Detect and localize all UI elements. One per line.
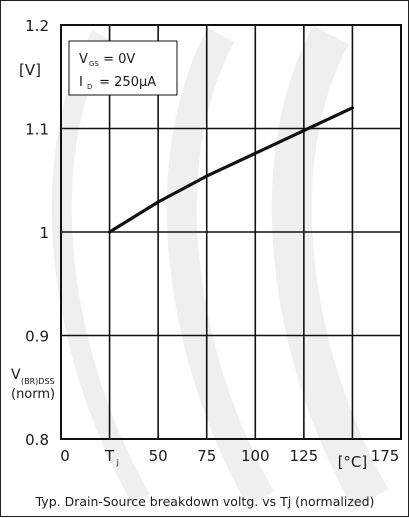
series-point bbox=[254, 152, 257, 155]
y-tick-label: 1.2 bbox=[25, 17, 49, 35]
x-tick-label: [°C] bbox=[338, 453, 368, 471]
condition-vgs-main: V bbox=[79, 52, 88, 67]
y-unit-label: [V] bbox=[19, 61, 41, 79]
y-axis-label-subscript: (BR)DSS bbox=[21, 377, 55, 386]
y-axis-label-main: V bbox=[11, 367, 21, 383]
conditions-box-border bbox=[68, 40, 178, 96]
y-tick-labels: 0.8 0.9 1 1.1 1.2 bbox=[25, 17, 49, 449]
y-tick-label: 0.8 bbox=[25, 431, 49, 449]
series-point bbox=[205, 174, 208, 178]
chart-title: Typ. Drain-Source breakdown voltg. vs Tj… bbox=[35, 494, 375, 509]
condition-id-main: I bbox=[79, 75, 83, 90]
x-tick-label: 175 bbox=[371, 447, 400, 465]
condition-vgs-value: = 0V bbox=[99, 52, 135, 67]
watermark-arc bbox=[166, 27, 275, 507]
condition-id-value: = 250µA bbox=[95, 75, 156, 90]
y-tick-label: 1 bbox=[39, 224, 49, 242]
series-line bbox=[107, 106, 355, 234]
plot-border bbox=[60, 24, 402, 440]
y-tick-label: 0.9 bbox=[25, 328, 49, 346]
x-tick-label-subscript: j bbox=[116, 458, 119, 467]
x-tick-label: 0 bbox=[60, 447, 70, 465]
y-axis-label-line2: (norm) bbox=[11, 387, 55, 402]
x-tick-label: 50 bbox=[149, 447, 168, 465]
series-group bbox=[107, 106, 355, 234]
x-tick-label: 125 bbox=[290, 447, 319, 465]
series-point bbox=[108, 230, 111, 234]
watermark-arcs bbox=[51, 25, 389, 509]
x-tick-label: 100 bbox=[241, 447, 270, 465]
x-tick-label: 75 bbox=[197, 447, 216, 465]
condition-id-sub: D bbox=[87, 83, 92, 91]
watermark-arc bbox=[51, 30, 150, 504]
series-point bbox=[302, 129, 306, 132]
conditions-box: V GS = 0V I D = 250µA bbox=[68, 40, 178, 96]
x-tick-label: T bbox=[104, 447, 115, 465]
condition-vgs-sub: GS bbox=[89, 60, 99, 68]
series-point bbox=[351, 106, 354, 110]
series-point bbox=[156, 200, 160, 204]
y-tick-label: 1.1 bbox=[25, 121, 49, 139]
